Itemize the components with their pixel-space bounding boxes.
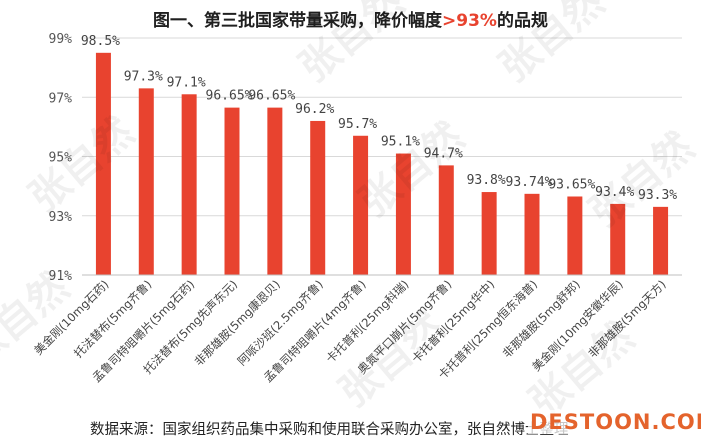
data-label: 93.65% xyxy=(548,177,595,192)
bar xyxy=(395,153,411,275)
y-tick-label: 99% xyxy=(49,32,73,47)
data-label: 93.4% xyxy=(595,185,634,200)
data-source-note: 数据来源：国家组织药品集中采购和使用联合采购办公室，张自然博士整理 xyxy=(90,422,569,438)
text-watermark: 张自然 xyxy=(291,0,412,91)
y-tick-label: 95% xyxy=(49,151,73,166)
x-category-label: 托法替布(5mg齐鲁) xyxy=(71,277,154,360)
data-label: 93.74% xyxy=(506,175,553,190)
text-watermark: 张自然 xyxy=(331,304,452,416)
data-label: 97.1% xyxy=(167,75,206,90)
data-label: 94.7% xyxy=(424,146,463,161)
chart-title: 图一、第三批国家带量采购，降价幅度>93%的品规 xyxy=(0,6,701,31)
bar xyxy=(95,52,111,275)
text-watermark: 张自然 xyxy=(581,124,701,236)
bar xyxy=(353,135,369,275)
chart-title-suffix: 的品规 xyxy=(496,11,548,31)
data-label: 95.7% xyxy=(338,117,377,132)
data-label: 96.65% xyxy=(248,89,295,104)
text-watermark: 张自然 xyxy=(21,109,142,221)
data-label: 97.3% xyxy=(124,69,163,84)
bar xyxy=(310,120,326,275)
bar xyxy=(567,196,583,275)
bar xyxy=(653,206,669,275)
y-tick-label: 93% xyxy=(49,210,73,225)
data-label: 93.8% xyxy=(467,173,506,188)
bar xyxy=(438,165,454,275)
bar xyxy=(267,107,283,276)
bar xyxy=(181,94,197,275)
text-watermark: 张自然 xyxy=(491,0,612,91)
bar xyxy=(481,192,497,275)
bar xyxy=(138,88,154,275)
data-label: 95.1% xyxy=(381,135,420,150)
chart-title-highlight: >93% xyxy=(442,11,497,31)
data-label: 96.65% xyxy=(206,89,253,104)
brand-watermark: DESTOON.COM xyxy=(528,410,701,434)
data-label: 93.3% xyxy=(638,188,677,203)
data-label: 96.2% xyxy=(295,102,334,117)
bar xyxy=(610,203,626,275)
bar xyxy=(524,193,540,275)
chart-title-main: 图一、第三批国家带量采购，降价幅度 xyxy=(153,11,443,31)
x-category-label: 非那雄胺(5mg舒邦) xyxy=(500,277,583,360)
y-tick-label: 97% xyxy=(49,91,73,106)
bar xyxy=(224,107,240,276)
y-tick-label: 91% xyxy=(49,269,73,284)
data-label: 98.5% xyxy=(81,34,120,49)
